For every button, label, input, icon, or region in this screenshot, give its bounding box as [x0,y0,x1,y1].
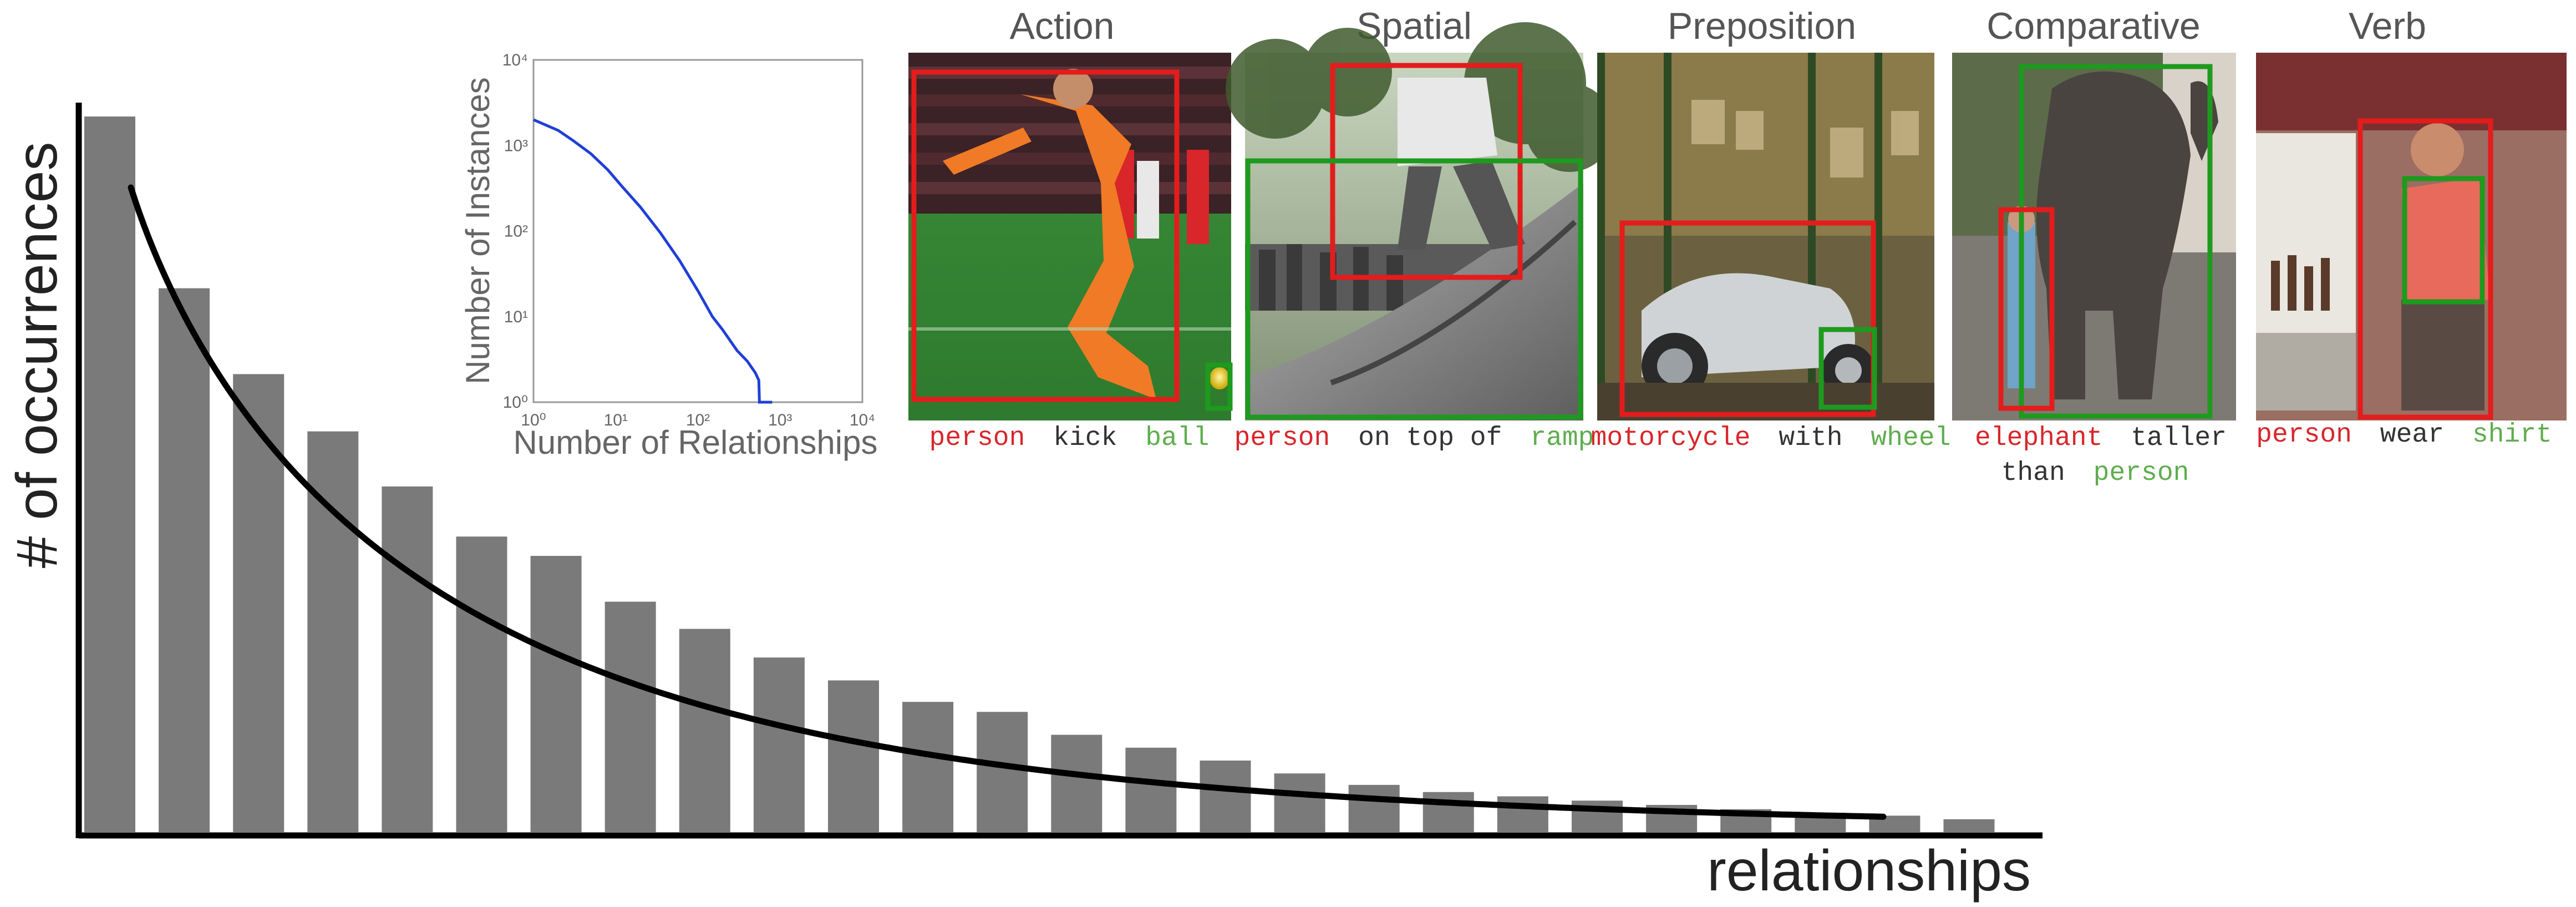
caption-predicate: wear [2380,420,2444,450]
bar [382,487,433,832]
bar [605,602,656,832]
caption-subject: motorcycle [1591,423,1751,453]
panel-spatial: Spatial person on top of ramp [1226,5,1614,453]
bar [1423,792,1474,832]
caption-predicate: on top of [1358,423,1502,453]
photo-skate [1226,22,1614,420]
panel-caption: motorcycle with wheel [1591,423,1951,453]
x-axis-label: relationships [1707,839,2031,903]
caption-predicate: with [1779,423,1842,453]
caption-object: ramp [1530,423,1594,453]
bar [456,536,507,832]
bar [233,374,284,832]
panel-preposition: Preposition motorcycle with wheel [1591,5,1951,453]
bar [1051,735,1102,832]
bar [1274,773,1325,832]
bar [1349,785,1400,832]
panel-caption: person on top of ramp [1234,423,1594,453]
bar [84,116,135,832]
bar [1497,797,1548,833]
caption-object: person [2094,458,2189,488]
panel-caption-line1: elephant taller [1975,423,2227,453]
bar [679,629,730,832]
caption-subject: person [1234,423,1330,453]
panel-title: Comparative [1986,5,2201,47]
inset-x-axis-label: Number of Relationships [514,424,878,461]
caption-object: ball [1145,423,1209,453]
bar [1200,761,1251,832]
panel-caption-line2: than person [2001,458,2189,488]
caption-object: shirt [2472,420,2552,450]
bar [828,681,879,832]
panel-action: Action person kick ball [908,5,1231,453]
bar [754,657,805,832]
panel-title: Preposition [1668,5,1856,47]
y-axis-label: # of occurrences [5,142,69,569]
bar [1944,819,1995,832]
caption-predicate: than [2001,458,2065,488]
bar [531,556,582,832]
caption-predicate: taller [2131,423,2227,453]
panel-caption: person wear shirt [2256,420,2552,450]
caption-subject: elephant [1975,423,2102,453]
inset-y-tick-label: 10⁴ [502,51,528,69]
panel-verb: Verb person wear shirt [2256,5,2567,450]
bar [902,702,953,832]
photo-shop [1597,53,1934,420]
bar [159,288,210,832]
panel-title: Verb [2349,5,2426,47]
panel-comparative: Comparative elephant taller than person [1952,5,2236,488]
photo-kitchen [2256,53,2567,420]
photo-soccer [908,53,1231,420]
bar [977,712,1028,832]
bar [1125,748,1176,832]
panel-title: Action [1010,5,1115,47]
caption-subject: person [929,423,1025,453]
inset-y-tick-label: 10⁰ [503,393,528,412]
caption-predicate: kick [1053,423,1117,453]
inset-y-tick-label: 10¹ [504,308,528,326]
panel-caption: person kick ball [929,423,1210,453]
inset-y-axis-label: Number of Instances [459,77,496,384]
photo-elephant [1952,53,2236,420]
caption-subject: person [2256,420,2352,450]
inset-y-tick-label: 10³ [504,136,528,155]
inset-plot-frame [534,60,862,402]
caption-object: wheel [1871,423,1950,453]
inset-y-tick-label: 10² [504,222,528,241]
